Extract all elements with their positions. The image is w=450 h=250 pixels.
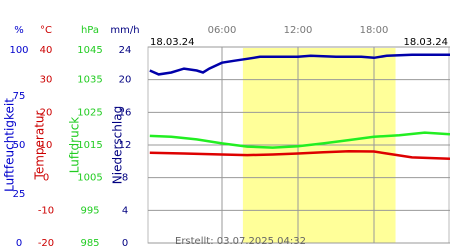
axis-unit: °C bbox=[40, 25, 52, 36]
series-line bbox=[149, 131, 450, 149]
x-tick-label: 06:00 bbox=[208, 25, 237, 36]
start-date: 18.03.24 bbox=[150, 37, 195, 48]
y-tick-label: 985 bbox=[80, 238, 99, 249]
axis-title: Luftdruck bbox=[68, 117, 82, 174]
axis-title: Niederschlag bbox=[111, 106, 125, 184]
y-tick-label: 30 bbox=[40, 75, 53, 86]
axis-unit: % bbox=[14, 25, 24, 36]
y-tick-label: 25 bbox=[13, 189, 26, 200]
y-tick-label: 10 bbox=[40, 140, 53, 151]
series-line bbox=[149, 149, 450, 160]
y-tick-label: 100 bbox=[9, 45, 28, 56]
x-tick-label: 12:00 bbox=[284, 25, 313, 36]
y-tick-label: 0 bbox=[43, 173, 49, 184]
y-tick-label: 1035 bbox=[77, 75, 102, 86]
y-tick-label: 995 bbox=[80, 205, 99, 216]
y-tick-label: 0 bbox=[122, 238, 128, 249]
y-tick-label: -20 bbox=[38, 238, 54, 249]
y-tick-label: 1045 bbox=[77, 45, 102, 56]
y-tick-label: 8 bbox=[122, 173, 128, 184]
created-label: Erstellt: 03.07.2025 04:32 bbox=[175, 236, 306, 247]
axis-unit: mm/h bbox=[110, 25, 139, 36]
y-tick-label: 4 bbox=[122, 205, 128, 216]
y-tick-label: 50 bbox=[13, 140, 26, 151]
y-tick-label: 1005 bbox=[77, 173, 102, 184]
y-tick-label: 16 bbox=[119, 107, 132, 118]
y-tick-label: 12 bbox=[119, 140, 132, 151]
y-tick-label: 20 bbox=[40, 107, 53, 118]
end-date: 18.03.24 bbox=[403, 37, 448, 48]
axis-unit: hPa bbox=[81, 25, 99, 36]
x-tick-label: 18:00 bbox=[360, 25, 389, 36]
y-tick-label: 0 bbox=[16, 238, 22, 249]
y-tick-label: 1015 bbox=[77, 140, 102, 151]
y-tick-label: 24 bbox=[119, 45, 132, 56]
y-tick-label: 75 bbox=[13, 91, 26, 102]
axis-title: Luftfeuchtigkeit bbox=[3, 98, 17, 192]
y-tick-label: -10 bbox=[38, 205, 54, 216]
y-tick-label: 20 bbox=[119, 75, 132, 86]
y-tick-label: 1025 bbox=[77, 107, 102, 118]
y-tick-label: 40 bbox=[40, 45, 53, 56]
axis-title: Temperatur bbox=[33, 110, 47, 180]
series-line bbox=[149, 53, 450, 76]
